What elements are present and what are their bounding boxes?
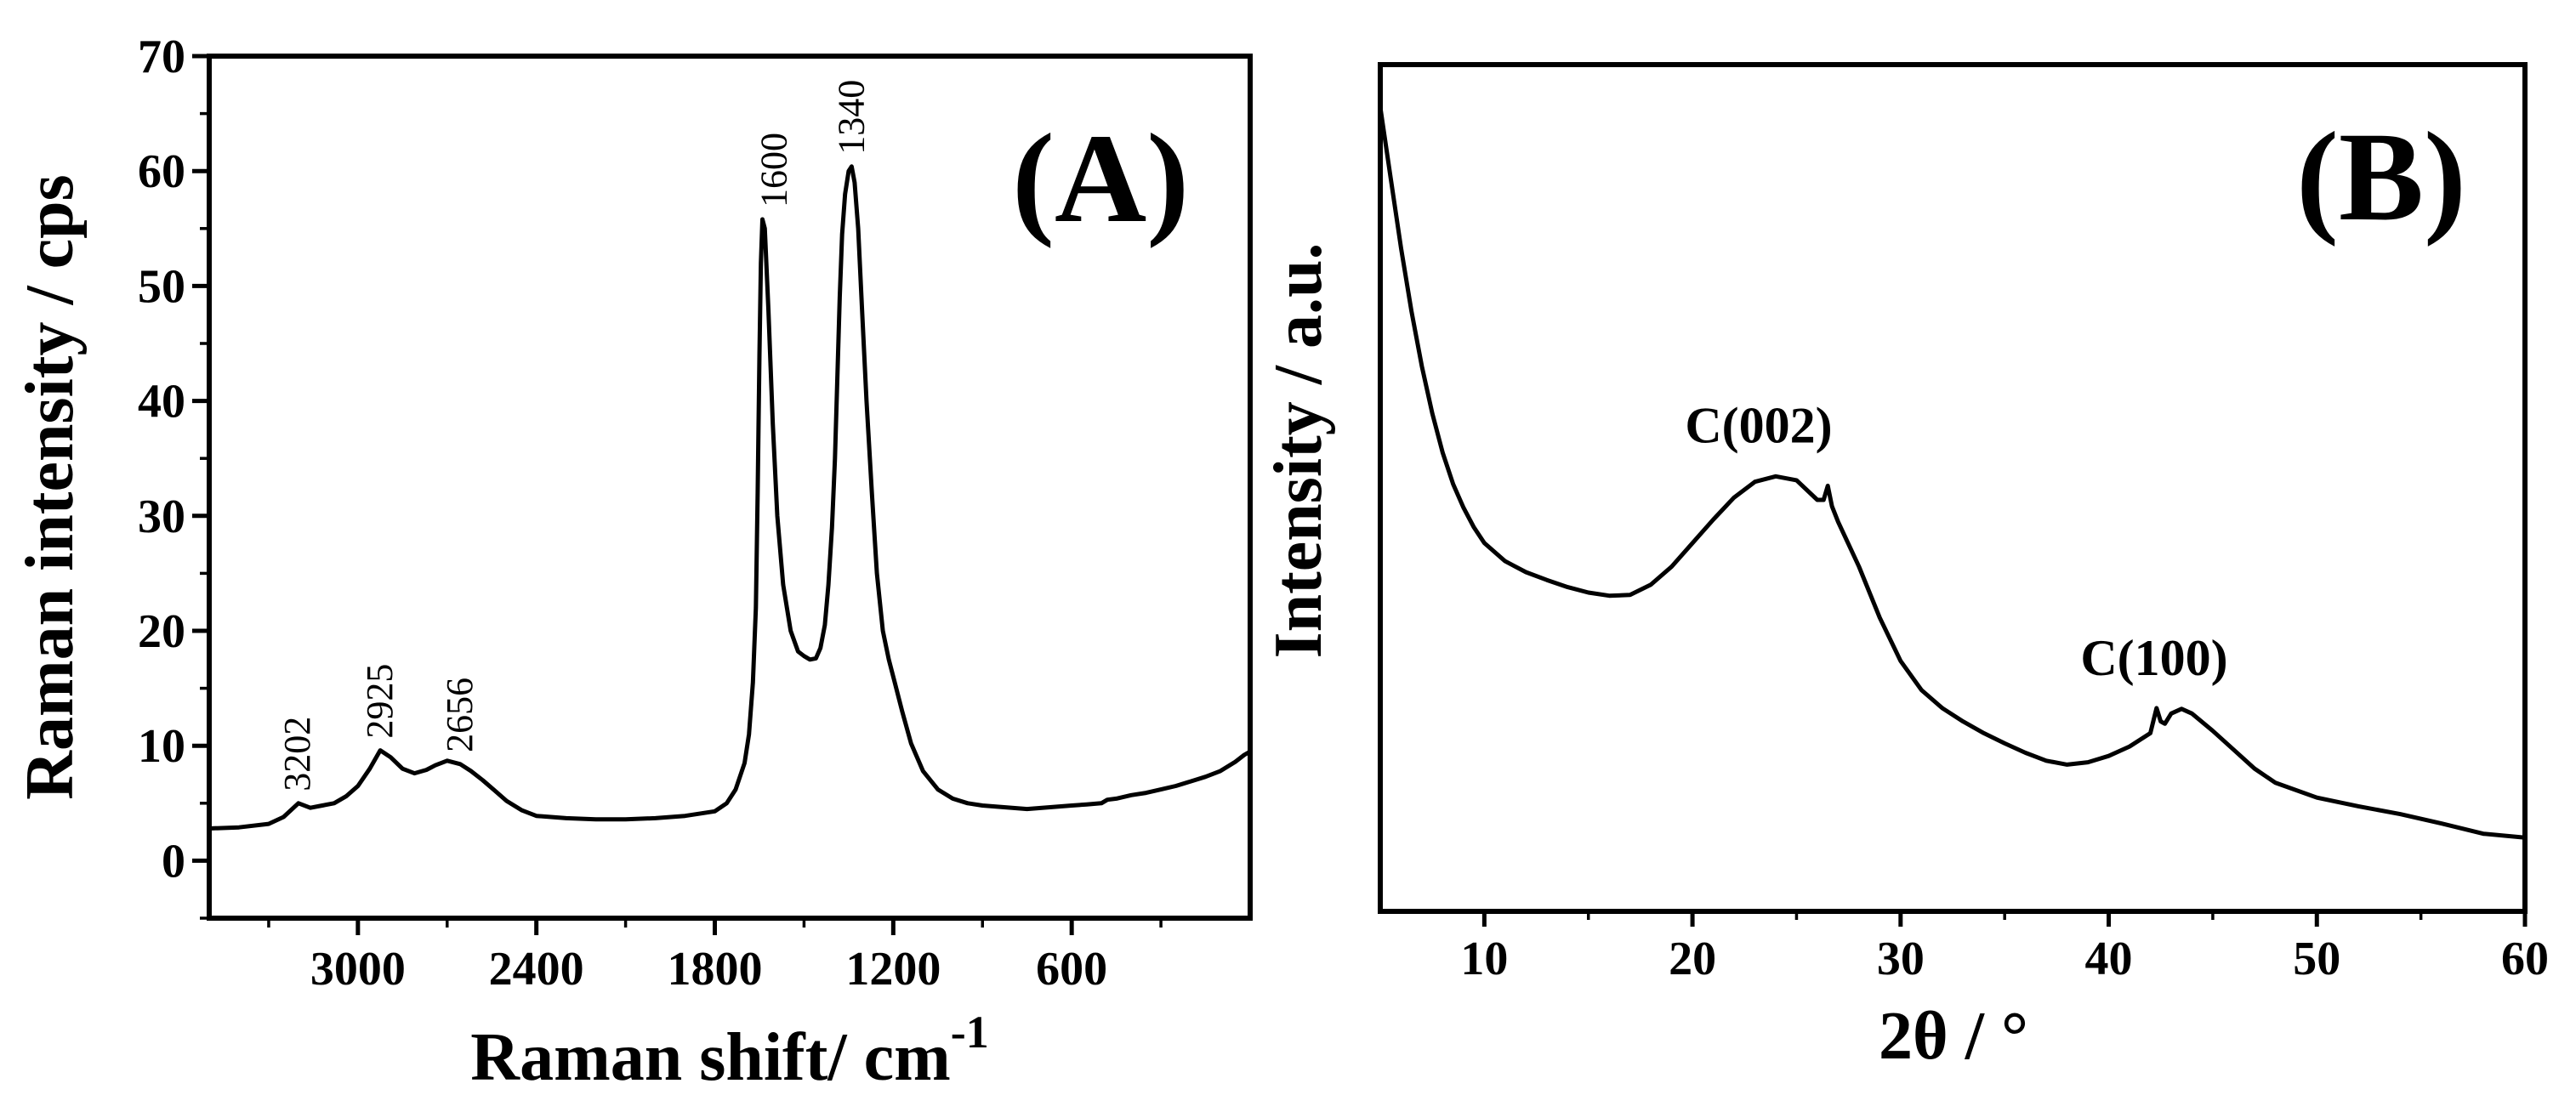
x-tick-label: 50 [2293,933,2340,985]
panel-b-x-axis-title: 2θ / ° [1879,999,2028,1074]
panel-a-raman-series-line [207,164,1253,831]
panel-b-xrd-chart: 10 20 30 40 50 60 C(002) C(100) (B) 2θ / ° Int… [1261,62,2549,1074]
peak-label: 2656 [439,678,481,752]
x-tick-label: 60 [2501,933,2549,985]
x-tick-label: 2400 [489,943,584,996]
x-tick-label: 600 [1036,943,1107,996]
y-tick-label: 30 [138,491,185,543]
y-tick-label: 0 [162,835,185,888]
panel-a-plot-frame [207,54,1253,921]
x-tick-label: 30 [1877,933,1925,985]
panel-a-raman-chart: 0 10 20 30 40 50 60 70 3000 2400 1800 1200 600 3202 2… [13,31,1253,1095]
panel-a-label: (A) [1012,108,1189,249]
y-tick-label: 10 [138,720,185,773]
peak-label: 3202 [276,717,318,791]
panel-b-ticks [1481,911,2528,927]
panel-b-y-axis-title: Intensity / a.u. [1261,243,1336,659]
x-tick-label: 10 [1460,933,1508,985]
x-tick-label: 3000 [310,943,406,996]
x-tick-label: 1800 [668,943,763,996]
x-tick-label: 1200 [845,943,941,996]
panel-a-tick-labels: 0 10 20 30 40 50 60 70 3000 2400 1800 1200 600 [138,31,1107,996]
y-tick-label: 40 [138,376,185,428]
peak-label: 1340 [830,80,872,155]
panel-a-x-axis-title: Raman shift/ cm-1 [470,1007,988,1095]
y-tick-label: 60 [138,145,185,198]
panel-b-label: (B) [2296,106,2466,247]
peak-label: 1600 [753,133,794,207]
y-tick-label: 70 [138,31,185,83]
panel-a-peak-labels: 3202 2925 2656 1600 1340 [276,80,872,791]
panel-a-y-axis-title: Raman intensity / cps [13,174,88,800]
panel-b-tick-labels: 10 20 30 40 50 60 [1460,933,2549,985]
x-tick-label: 20 [1669,933,1716,985]
y-tick-label: 50 [138,260,185,313]
panel-b-xrd-series-line [1378,105,2528,840]
reflection-label: C(002) [1685,397,1832,453]
y-tick-label: 20 [138,605,185,658]
panel-b-plot-frame [1378,62,2528,914]
panel-b-annotations: C(002) C(100) [1685,397,2227,686]
reflection-label: C(100) [2080,630,2227,686]
panel-a-ticks [192,54,1163,935]
x-tick-label: 40 [2085,933,2133,985]
peak-label: 2925 [359,664,401,739]
